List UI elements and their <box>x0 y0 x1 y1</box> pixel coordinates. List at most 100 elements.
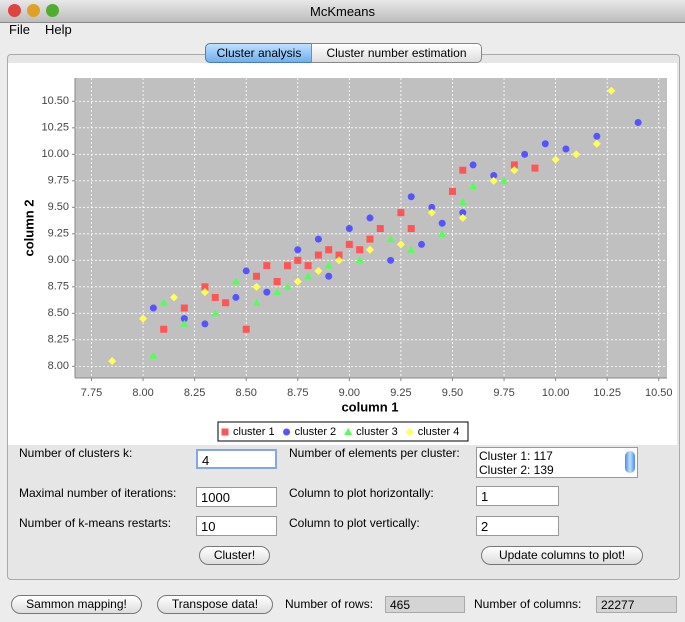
point <box>304 272 313 280</box>
point <box>180 304 188 312</box>
transpose-button[interactable]: Transpose data! <box>157 595 273 614</box>
point <box>160 325 168 333</box>
minimize-button[interactable] <box>27 4 40 17</box>
point <box>149 304 157 312</box>
point <box>458 198 467 206</box>
point <box>293 277 302 286</box>
point <box>335 256 344 265</box>
point <box>201 283 209 291</box>
point <box>469 182 478 190</box>
k-input[interactable]: 4 <box>196 449 277 469</box>
point <box>294 256 302 264</box>
y-tick-label: 10.00 <box>41 148 69 160</box>
point <box>108 357 117 366</box>
legend-marker <box>405 428 414 436</box>
legend-label: cluster 4 <box>418 426 460 438</box>
point <box>366 214 374 222</box>
iterations-input[interactable]: 1000 <box>196 487 277 507</box>
point <box>459 209 467 217</box>
point <box>500 176 509 184</box>
x-tick-label: 7.75 <box>81 387 102 399</box>
label: Column to plot horizontally: <box>289 486 434 500</box>
x-tick-label: 10.00 <box>542 387 570 399</box>
cluster-button[interactable]: Cluster! <box>199 546 270 565</box>
x-tick-label: 10.50 <box>645 387 673 399</box>
x-tick-label: 10.25 <box>593 387 621 399</box>
point <box>231 277 240 285</box>
x-axis-label: column 1 <box>341 399 398 414</box>
point <box>180 315 188 323</box>
point <box>407 193 415 201</box>
x-tick-label: 9.75 <box>493 387 514 399</box>
hcol-input[interactable]: 1 <box>476 486 559 506</box>
x-tick-label: 9.50 <box>442 387 463 399</box>
y-tick-label: 10.50 <box>41 95 69 107</box>
point <box>458 213 467 222</box>
label: Number of columns: <box>474 597 582 611</box>
point <box>335 251 343 259</box>
tab[interactable]: Cluster number estimation <box>311 43 482 63</box>
point <box>242 325 250 333</box>
point <box>324 261 333 269</box>
menu-item[interactable]: Help <box>45 22 72 37</box>
point <box>531 164 539 172</box>
point <box>314 266 323 275</box>
window-title: McKmeans <box>309 4 376 19</box>
point <box>263 262 271 270</box>
point <box>562 145 570 153</box>
legend <box>217 421 469 442</box>
point <box>396 240 405 249</box>
point <box>607 86 616 95</box>
legend-label: cluster 3 <box>356 426 398 438</box>
point <box>365 245 374 254</box>
legend-label: cluster 1 <box>233 426 275 438</box>
point <box>634 119 642 127</box>
update-button[interactable]: Update columns to plot! <box>481 546 643 565</box>
point <box>170 293 179 302</box>
label: Number of clusters k: <box>19 446 133 460</box>
point <box>428 203 436 211</box>
point <box>314 251 322 259</box>
sammon-button[interactable]: Sammon mapping! <box>11 595 142 614</box>
zoom-button[interactable] <box>46 4 59 17</box>
scrollbar[interactable] <box>625 451 635 473</box>
y-tick-label: 9.75 <box>48 175 69 187</box>
point <box>252 298 261 306</box>
point <box>283 262 291 270</box>
point <box>325 272 333 280</box>
close-button[interactable] <box>8 4 21 17</box>
label: Number of rows: <box>285 597 374 611</box>
point <box>459 166 467 174</box>
y-tick-label: 9.00 <box>48 254 69 266</box>
point <box>211 309 220 317</box>
point <box>407 225 415 233</box>
point <box>200 288 209 297</box>
point <box>448 187 456 195</box>
cols-value: 22277 <box>596 596 677 613</box>
point <box>283 282 292 290</box>
menu-item[interactable]: File <box>9 22 30 37</box>
point <box>386 235 395 243</box>
point <box>211 293 219 301</box>
restarts-input[interactable]: 10 <box>196 516 277 536</box>
point <box>263 288 271 296</box>
legend-marker <box>344 428 353 435</box>
list-item: Cluster 1: 117 <box>479 449 553 463</box>
y-tick-label: 8.00 <box>48 360 69 372</box>
point <box>593 132 601 140</box>
tab-selected[interactable]: Cluster analysis <box>205 43 313 63</box>
point <box>356 246 364 254</box>
point <box>355 256 364 264</box>
vcol-input[interactable]: 2 <box>476 516 559 536</box>
point <box>242 267 250 275</box>
y-tick-label: 8.75 <box>48 281 69 293</box>
point <box>427 208 436 217</box>
point <box>387 256 395 264</box>
elements-list: Cluster 1: 117 Cluster 2: 139 <box>476 447 638 478</box>
point <box>376 225 384 233</box>
y-tick-label: 8.25 <box>48 334 69 346</box>
point <box>397 209 405 217</box>
point <box>304 262 312 270</box>
y-tick-label: 10.25 <box>41 122 69 134</box>
